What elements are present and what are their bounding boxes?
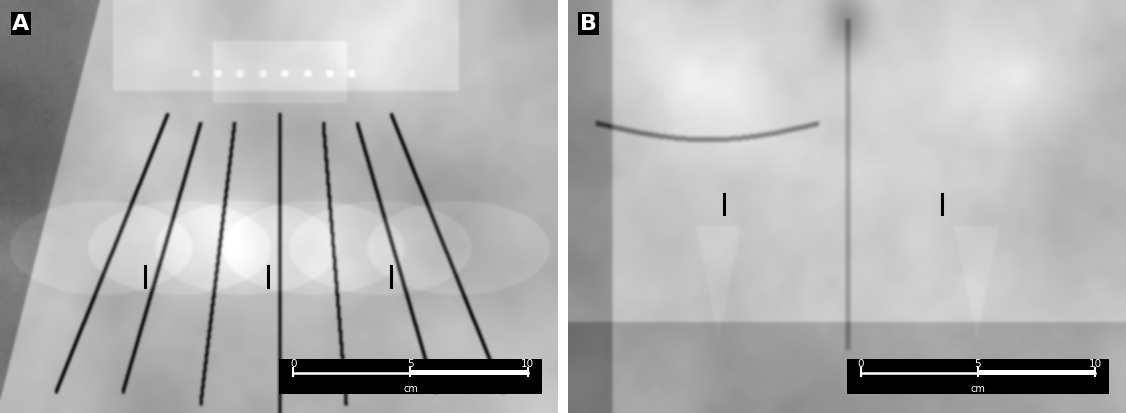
Bar xyxy=(978,370,1096,375)
Bar xyxy=(847,359,1109,394)
Text: 10: 10 xyxy=(1089,358,1102,368)
Bar xyxy=(279,359,542,394)
Text: A: A xyxy=(12,14,29,34)
Text: cm: cm xyxy=(971,383,985,393)
Text: 5: 5 xyxy=(975,358,982,368)
Text: cm: cm xyxy=(403,383,418,393)
Bar xyxy=(411,370,528,375)
Text: 0: 0 xyxy=(291,358,296,368)
Text: 0: 0 xyxy=(858,358,864,368)
Text: 10: 10 xyxy=(521,358,535,368)
Text: 5: 5 xyxy=(408,358,414,368)
Text: B: B xyxy=(580,14,597,34)
